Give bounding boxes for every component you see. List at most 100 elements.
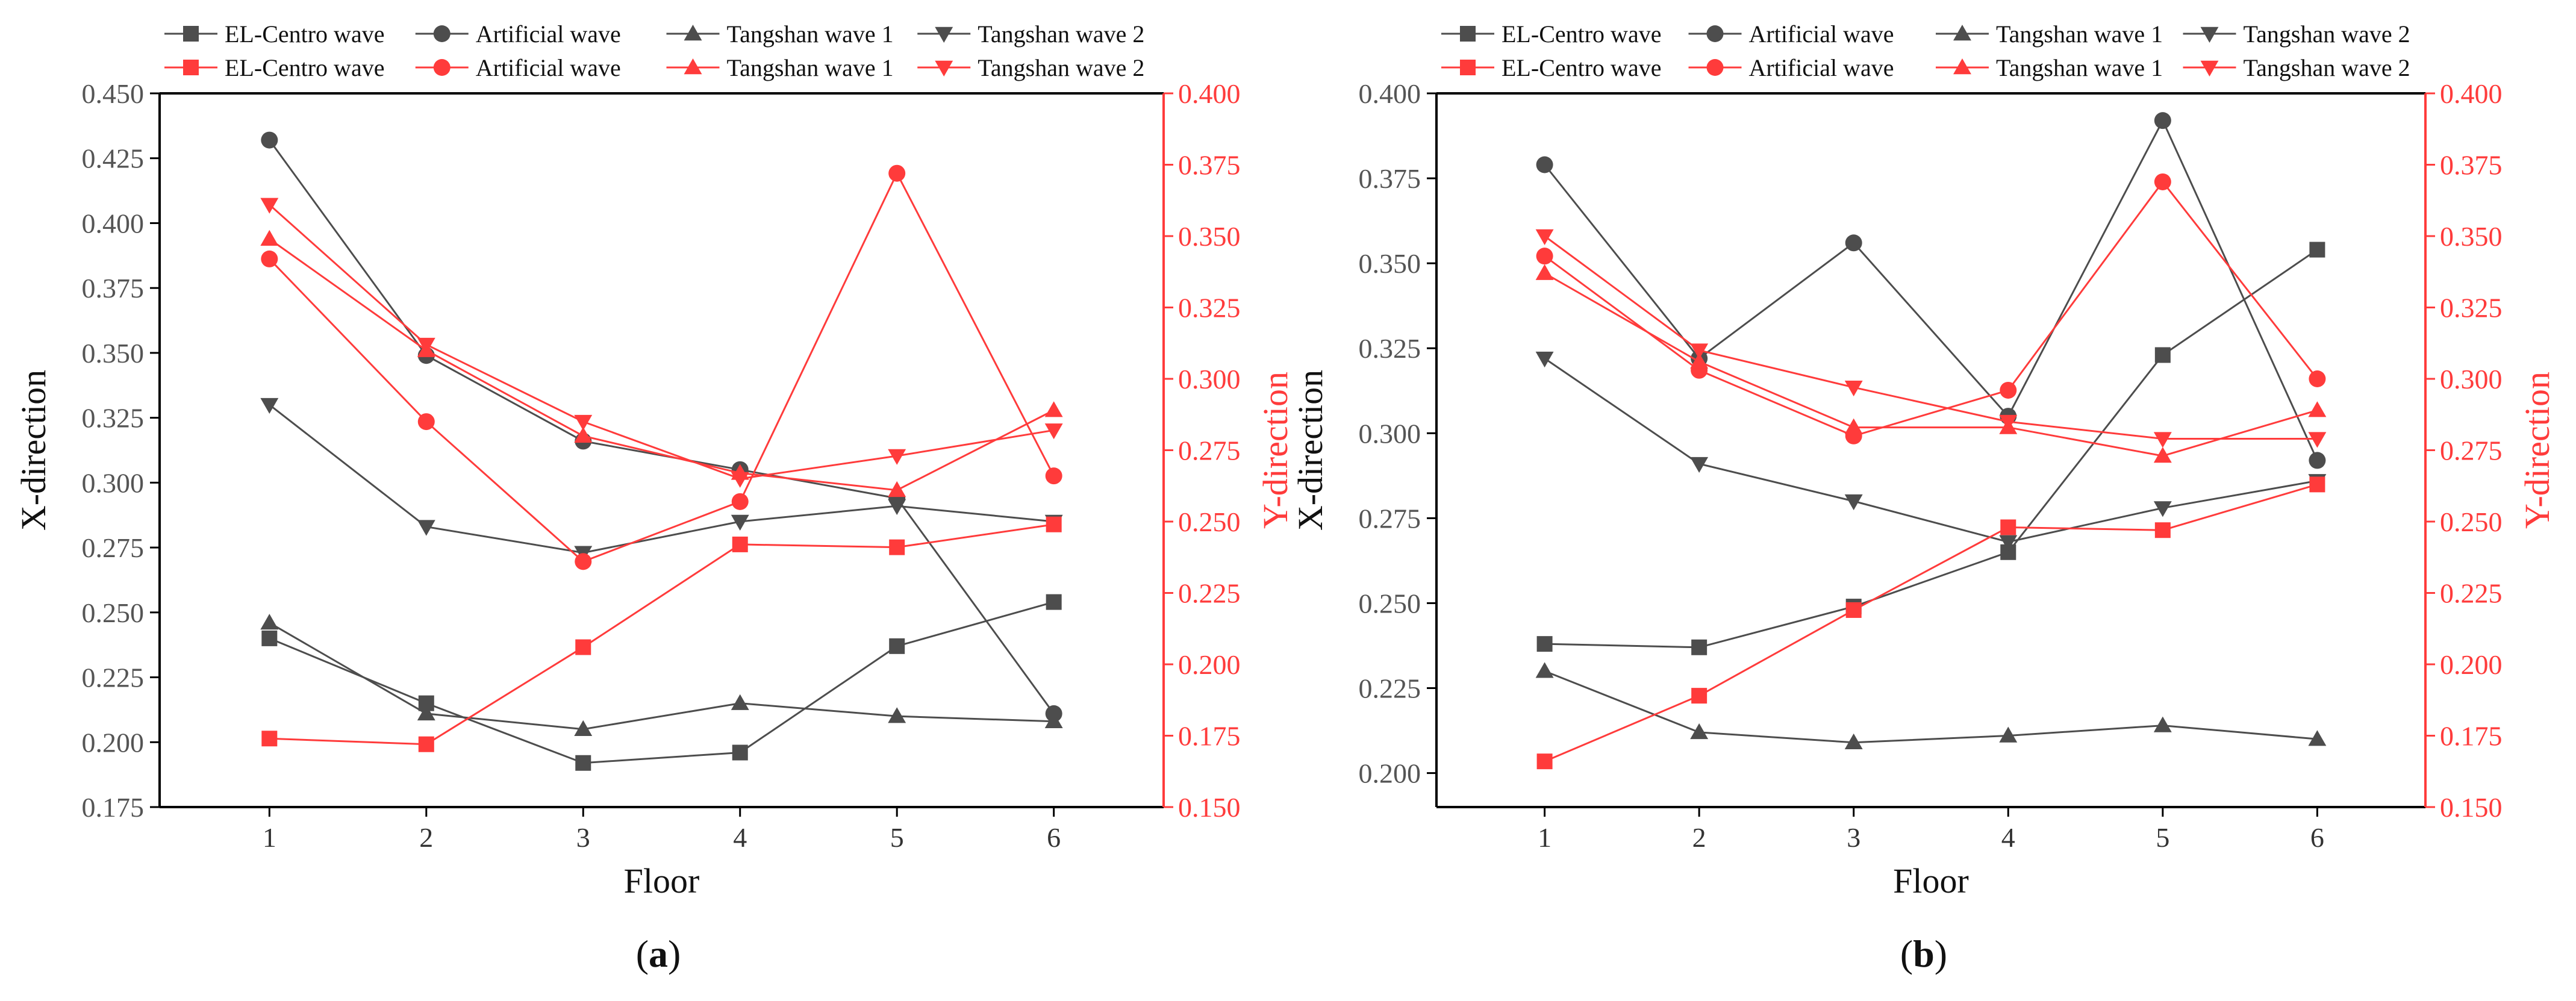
data-point-y xyxy=(888,164,906,182)
x-tick-label: 4 xyxy=(733,822,747,853)
series-line-y xyxy=(269,523,1054,746)
y-right-tick-label: 0.150 xyxy=(1178,792,1241,823)
x-tick-label: 4 xyxy=(2001,822,2015,853)
data-point-y xyxy=(260,229,279,246)
data-point-x xyxy=(2153,716,2172,732)
y-left-tick-label: 0.400 xyxy=(82,208,145,239)
data-point-y xyxy=(2154,173,2171,190)
y-left-tick-label: 0.175 xyxy=(82,792,145,823)
data-point-y xyxy=(575,553,592,570)
data-point-x xyxy=(1536,156,1553,173)
y-left-tick-label: 0.300 xyxy=(1359,418,1421,449)
legend-swatch-marker xyxy=(1953,25,1971,41)
data-point-x xyxy=(1690,723,1709,740)
data-point-y xyxy=(574,426,593,443)
y-left-tick-label: 0.200 xyxy=(1359,758,1421,789)
y-axis-left-title: X-direction xyxy=(14,370,53,531)
legend-swatch-marker xyxy=(684,25,702,41)
x-tick-label: 5 xyxy=(890,822,904,853)
data-point-y xyxy=(418,736,434,752)
y-left-tick-label: 0.325 xyxy=(1359,333,1421,364)
data-point-y xyxy=(1536,753,1553,770)
data-point-y xyxy=(260,198,279,214)
legend-swatch-marker xyxy=(433,59,451,76)
legend-item-label: Tangshan wave 1 xyxy=(1996,54,2163,81)
data-point-y xyxy=(2153,447,2172,463)
legend-item-label: Tangshan wave 2 xyxy=(2244,20,2410,48)
legend-item-label: Tangshan wave 1 xyxy=(727,54,894,81)
panel-caption: (a) xyxy=(636,932,681,975)
y-right-tick-label: 0.400 xyxy=(1178,78,1241,109)
y-right-tick-label: 0.350 xyxy=(2440,221,2503,252)
data-point-y xyxy=(2000,381,2017,399)
legend-swatch-marker xyxy=(2200,27,2219,43)
data-point-y xyxy=(1690,343,1709,360)
series-line-y xyxy=(1544,235,2318,440)
panel-caption: (b) xyxy=(1900,932,1947,975)
series-line-y xyxy=(1544,483,2318,762)
data-point-y xyxy=(2154,522,2171,538)
y-right-tick-label: 0.325 xyxy=(1178,293,1241,323)
series-line-x xyxy=(269,139,1055,714)
legend-swatch-marker xyxy=(1460,60,1476,75)
legend-item-label: Tangshan wave 2 xyxy=(2244,54,2410,81)
data-point-y xyxy=(1844,381,1863,397)
data-point-x xyxy=(260,614,279,630)
data-point-x xyxy=(2154,347,2171,363)
y-left-tick-label: 0.300 xyxy=(82,467,145,498)
data-point-x xyxy=(1536,636,1553,652)
data-point-x xyxy=(1691,639,1707,655)
caption-letter: a xyxy=(649,932,668,975)
legend-item-label: EL-Centro wave xyxy=(1502,54,1661,81)
legend: EL-Centro wave Artificial wave Tangshan wa… xyxy=(1441,20,2410,81)
series-line-x xyxy=(1544,357,2318,543)
legend-item-label: Tangshan wave 1 xyxy=(727,20,894,48)
series-y-3 xyxy=(1535,229,2327,448)
x-tick-label: 1 xyxy=(1538,822,1552,853)
data-point-y xyxy=(2309,370,2326,387)
chart-panel-b: 1 2 3 4 5 6 0.200 0.225 0.250 0.275 0.300 0.325 0.35… xyxy=(1291,20,2557,975)
series-line-x xyxy=(269,404,1054,554)
data-point-x xyxy=(417,704,435,721)
data-point-y xyxy=(1535,264,1554,280)
y-left-tick-label: 0.350 xyxy=(1359,248,1421,279)
data-point-y xyxy=(1045,467,1062,485)
legend-swatch-marker xyxy=(1706,59,1724,76)
caption-close-paren: ) xyxy=(1935,932,1947,975)
data-point-x xyxy=(1044,712,1063,729)
series-line-y xyxy=(269,171,1055,563)
legend-item-label: EL-Centro wave xyxy=(225,54,384,81)
y-right-tick-label: 0.225 xyxy=(2440,578,2503,609)
data-point-x xyxy=(1999,726,2018,743)
data-point-x xyxy=(888,707,906,723)
x-tick-label: 2 xyxy=(1692,822,1706,853)
legend-swatch-marker xyxy=(1953,58,1971,75)
data-point-y xyxy=(261,250,278,267)
x-tick-label: 3 xyxy=(576,822,590,853)
data-point-y xyxy=(731,493,749,510)
y-right-tick-label: 0.150 xyxy=(2440,792,2503,823)
y-right-tick-label: 0.250 xyxy=(2440,507,2503,537)
y-right-tick-label: 0.250 xyxy=(1178,507,1241,537)
data-point-y xyxy=(1844,418,1863,434)
y-right-tick-label: 0.225 xyxy=(1178,578,1241,609)
y-left-tick-label: 0.400 xyxy=(1359,78,1421,109)
series-x-0 xyxy=(261,594,1062,771)
data-point-y xyxy=(574,414,593,431)
y-left-tick-label: 0.225 xyxy=(1359,673,1421,704)
legend-swatch-marker xyxy=(183,60,199,75)
data-point-y xyxy=(1044,401,1063,417)
data-point-y xyxy=(1046,516,1062,532)
y-right-tick-label: 0.375 xyxy=(2440,150,2503,181)
series-line-y xyxy=(269,204,1054,480)
data-point-x xyxy=(2154,112,2171,129)
series-y-1 xyxy=(261,164,1062,570)
data-point-y xyxy=(1690,352,1709,369)
data-point-x xyxy=(260,398,279,414)
data-point-y xyxy=(888,449,906,465)
caption-letter: b xyxy=(1913,932,1935,975)
legend-swatch-marker xyxy=(183,26,199,42)
x-tick-label: 1 xyxy=(263,822,276,853)
y-left-tick-label: 0.425 xyxy=(82,143,145,174)
y-axis-left-title: X-direction xyxy=(1291,370,1330,531)
